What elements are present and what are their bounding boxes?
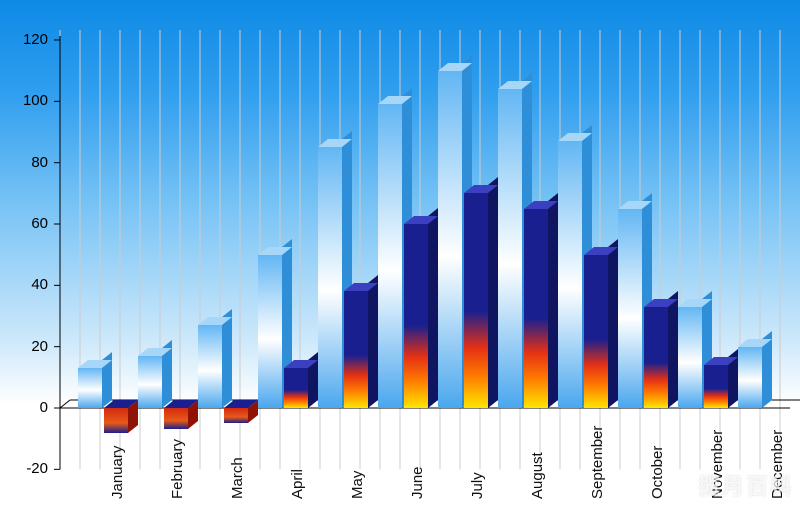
category-label: September (589, 426, 606, 499)
watermark: 揽月百科 (698, 469, 794, 501)
y-tick-label: 60 (0, 215, 48, 232)
y-tick-label: 80 (0, 154, 48, 171)
category-label: June (409, 466, 426, 499)
y-tick-label: 120 (0, 31, 48, 48)
category-label: August (529, 452, 546, 499)
y-tick-label: 0 (0, 399, 48, 416)
category-label: October (649, 446, 666, 499)
y-tick-label: 20 (0, 338, 48, 355)
category-label: February (169, 439, 186, 499)
category-label: January (109, 446, 126, 499)
chart-stage: -20 0 20 40 60 80 100 120 January February March A… (0, 0, 800, 505)
category-label: March (229, 457, 246, 499)
category-label: July (469, 472, 486, 499)
category-label: May (349, 471, 366, 499)
category-label: April (289, 469, 306, 499)
y-tick-label: -20 (0, 460, 48, 477)
y-tick-label: 100 (0, 92, 48, 109)
y-tick-label: 40 (0, 276, 48, 293)
